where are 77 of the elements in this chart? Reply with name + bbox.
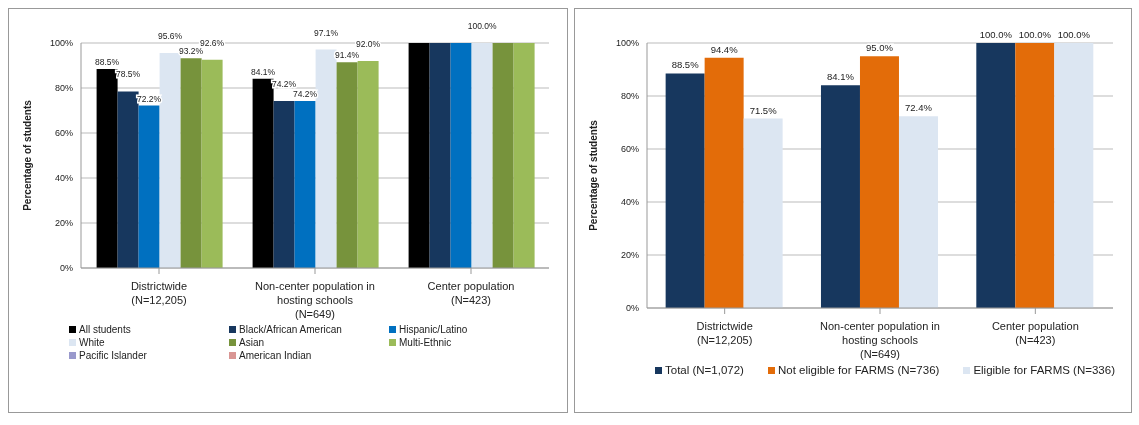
data-label: 100.0%: [467, 21, 497, 31]
y-tick-label: 0%: [625, 303, 639, 314]
bar: [743, 118, 783, 308]
legend-label: Hispanic/Latino: [399, 324, 468, 335]
y-tick-label: 80%: [54, 83, 73, 94]
bar: [294, 101, 316, 268]
y-tick-label: 80%: [620, 91, 639, 102]
legend-label: Eligible for FARMS (N=336): [973, 364, 1115, 376]
bar: [704, 57, 744, 308]
y-tick-label: 20%: [54, 218, 73, 229]
data-label: 97.1%: [314, 27, 339, 38]
data-label: 94.4%: [710, 43, 739, 55]
bar: [898, 116, 938, 308]
y-tick-label: 100%: [615, 38, 639, 49]
x-tick-label: Districtwide (N=12,205): [696, 320, 753, 346]
y-tick-label: 0%: [59, 263, 73, 274]
bar: [513, 43, 535, 268]
y-axis-title: Percentage of students: [21, 99, 33, 211]
data-label: 95.0%: [866, 42, 894, 54]
data-label: 100.0%: [1018, 29, 1052, 40]
data-label: 74.2%: [293, 89, 318, 100]
data-label: 100.0%: [979, 29, 1013, 40]
legend-label: Black/African American: [239, 324, 342, 335]
data-label: 92.6%: [200, 37, 225, 48]
legend-label: Not eligible for FARMS (N=736): [777, 364, 940, 376]
bar: [820, 85, 860, 308]
bar: [138, 105, 160, 268]
data-label: 84.1%: [251, 66, 276, 77]
bar: [665, 73, 705, 308]
y-tick-label: 60%: [620, 144, 639, 155]
legend-label: White: [79, 337, 105, 348]
y-tick-label: 40%: [620, 197, 639, 208]
bar: [159, 52, 181, 268]
data-label: 71.5%: [749, 104, 778, 116]
bar: [252, 78, 274, 268]
bar: [180, 58, 202, 268]
data-label: 84.1%: [827, 71, 855, 83]
y-tick-label: 100%: [49, 38, 73, 49]
legend-label: Asian: [239, 337, 265, 348]
bar: [273, 101, 295, 268]
bar: [357, 61, 379, 268]
bar: [429, 43, 451, 268]
bar: [859, 56, 899, 308]
bar: [450, 43, 472, 268]
data-label: 91.4%: [335, 50, 360, 61]
bar: [1015, 43, 1055, 308]
data-label: 88.5%: [671, 59, 700, 71]
bar: [976, 43, 1016, 308]
bar: [1054, 43, 1094, 308]
bar: [201, 59, 223, 268]
bar: [471, 43, 493, 268]
x-tick-label: Center population (N=423): [991, 320, 1079, 346]
bar: [408, 43, 430, 268]
bar: [96, 68, 118, 268]
x-tick-label: Non-center population in hosting schools (N=649): [255, 280, 375, 320]
legend-label: Total (N=1,072): [665, 364, 744, 376]
y-tick-label: 40%: [54, 173, 73, 184]
legend-label: Multi-Ethnic: [399, 337, 452, 348]
y-axis-title: Percentage of students: [587, 119, 599, 231]
bar: [315, 49, 337, 268]
y-tick-label: 60%: [54, 128, 73, 139]
data-label: 72.4%: [905, 102, 933, 114]
y-tick-label: 20%: [620, 250, 639, 261]
bar: [117, 91, 139, 268]
data-label: 93.2%: [179, 46, 204, 57]
legend-label: Pacific Islander: [79, 350, 147, 361]
bar: [336, 62, 358, 268]
data-label: 88.5%: [95, 56, 120, 67]
data-label: 95.6%: [158, 30, 183, 41]
x-tick-label: Center population (N=423): [427, 280, 515, 306]
bar: [492, 43, 514, 268]
x-tick-label: Non-center population in hosting schools (N=649): [820, 320, 940, 360]
legend-label: American Indian: [239, 350, 312, 361]
data-label: 100.0%: [1057, 29, 1091, 40]
x-tick-label: Districtwide (N=12,205): [130, 280, 188, 306]
legend-label: All students: [79, 324, 131, 335]
data-label: 92.0%: [356, 39, 381, 49]
